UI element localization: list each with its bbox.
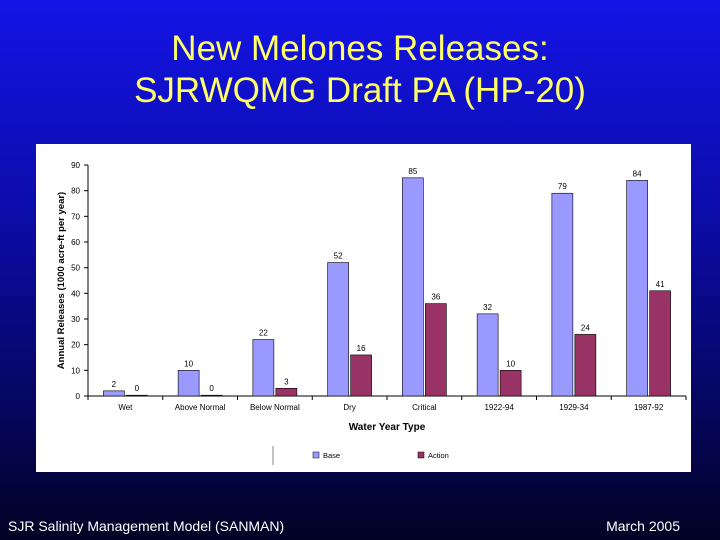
data-label-action: 16 bbox=[357, 344, 366, 353]
slide-title-line-1: New Melones Releases: bbox=[171, 29, 549, 68]
data-label-base: 32 bbox=[483, 303, 492, 312]
x-axis-title: Water Year Type bbox=[349, 422, 426, 433]
legend-label-action: Action bbox=[428, 451, 449, 460]
data-label-base: 79 bbox=[558, 182, 567, 191]
data-label-base: 52 bbox=[334, 252, 343, 261]
y-tick-label: 70 bbox=[71, 212, 80, 221]
data-label-action: 36 bbox=[431, 293, 440, 302]
bar-base bbox=[551, 192, 574, 397]
y-tick-label: 50 bbox=[71, 264, 80, 273]
data-label-action: 10 bbox=[506, 359, 515, 368]
legend-swatch-base bbox=[312, 451, 320, 459]
bar-base bbox=[476, 313, 499, 397]
data-label-action: 24 bbox=[581, 323, 590, 332]
data-label-base: 85 bbox=[408, 167, 417, 176]
bar-action bbox=[425, 303, 447, 397]
data-label-base: 22 bbox=[259, 329, 268, 338]
x-tick-label: Wet bbox=[118, 403, 133, 412]
x-tick-label: 1987-92 bbox=[634, 403, 664, 412]
bar-base bbox=[327, 262, 349, 397]
chart-panel: 0 10 20 30 40 50 60 70 80 90 Annual Releases (1000… bbox=[36, 144, 691, 472]
bar-action bbox=[574, 334, 597, 397]
bar-base bbox=[626, 180, 648, 397]
y-tick-label: 60 bbox=[71, 238, 80, 247]
bar-action bbox=[200, 394, 223, 397]
y-tick-label: 0 bbox=[76, 392, 81, 401]
data-label-action: 0 bbox=[135, 384, 140, 393]
footer-date: March 2005 bbox=[606, 518, 680, 534]
data-label-base: 10 bbox=[184, 359, 193, 368]
slide-title-line-2: SJRWQMG Draft PA (HP-20) bbox=[134, 71, 586, 110]
y-axis-title: Annual Releases (1000 acre-ft per year) bbox=[56, 192, 67, 369]
bar-action bbox=[350, 354, 372, 397]
y-tick-label: 10 bbox=[71, 366, 80, 375]
bar-base bbox=[177, 370, 200, 397]
y-tick-label: 40 bbox=[71, 289, 80, 298]
data-label-base: 84 bbox=[633, 169, 642, 178]
x-tick-label: Critical bbox=[412, 403, 437, 412]
legend-swatch-action bbox=[417, 451, 425, 459]
data-label-action: 41 bbox=[656, 280, 665, 289]
bar-base bbox=[252, 339, 275, 397]
bar-action bbox=[275, 388, 298, 397]
x-tick-label: 1922-94 bbox=[484, 403, 514, 412]
y-tick-label: 20 bbox=[71, 341, 80, 350]
x-tick-label: Dry bbox=[343, 403, 355, 412]
data-label-action: 3 bbox=[284, 377, 289, 386]
x-tick-label: Above Normal bbox=[175, 403, 226, 412]
x-tick-label: 1929-34 bbox=[559, 403, 589, 412]
y-tick-label: 30 bbox=[71, 315, 80, 324]
data-label-action: 0 bbox=[209, 384, 214, 393]
bar-action bbox=[499, 370, 522, 397]
bar-action bbox=[649, 290, 671, 397]
y-tick-label: 80 bbox=[71, 187, 80, 196]
bar-base bbox=[103, 390, 125, 397]
bar-base bbox=[402, 177, 424, 397]
y-tick-label: 90 bbox=[71, 161, 80, 170]
footer-model-name: SJR Salinity Management Model (SANMAN) bbox=[8, 518, 285, 534]
data-label-base: 2 bbox=[112, 380, 117, 389]
x-tick-label: Below Normal bbox=[250, 403, 300, 412]
legend-label-base: Base bbox=[323, 451, 340, 460]
bar-action bbox=[126, 394, 148, 397]
